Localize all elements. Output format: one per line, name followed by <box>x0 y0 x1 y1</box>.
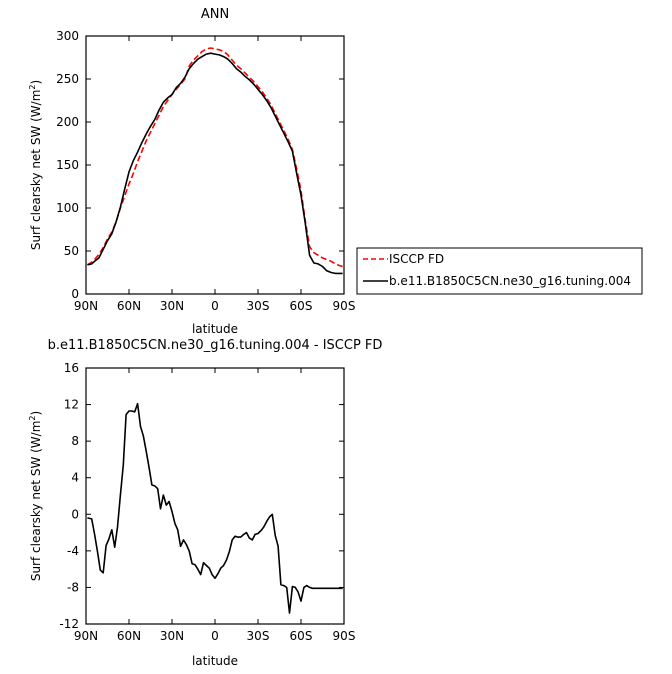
top-x-tick-label: 60N <box>117 299 141 313</box>
bottom-x-tick-label: 0 <box>211 629 219 643</box>
bottom-y-tick-label: 16 <box>64 361 79 375</box>
top-x-axis-label: latitude <box>192 322 238 336</box>
top-x-tick-label: 90N <box>74 299 98 313</box>
bottom-x-tick-label: 30S <box>247 629 270 643</box>
bottom-y-tick-label: -12 <box>59 617 79 631</box>
bottom-x-tick-label: 90S <box>333 629 356 643</box>
top-y-tick-label: 50 <box>64 244 79 258</box>
bottom-chart-title: b.e11.B1850C5CN.ne30_g16.tuning.004 - IS… <box>48 338 383 353</box>
top-x-tick-label: 90S <box>333 299 356 313</box>
bottom-y-axis-label-sup: 2 <box>28 416 37 421</box>
bottom-series-line-difference <box>87 402 343 614</box>
top-series-line-isccp <box>86 47 343 268</box>
top-y-tick-label: 0 <box>71 287 79 301</box>
top-y-tick-label: 250 <box>56 72 79 86</box>
top-series-line-model <box>87 52 343 275</box>
bottom-plot-frame <box>85 367 345 625</box>
top-plot-area: 90N 60N 30N 0 30S 60S 90S 0 50 100 150 200 250 300 <box>56 29 355 313</box>
top-y-tick-label: 150 <box>56 158 79 172</box>
bottom-x-axis-label: latitude <box>192 654 238 668</box>
top-legend-box <box>356 247 643 295</box>
bottom-y-tick-label: 4 <box>71 471 79 485</box>
bottom-x-tick-label: 30N <box>160 629 184 643</box>
bottom-y-axis-label: Surf clearsky net SW (W/m2) <box>28 411 43 581</box>
bottom-y-tick-label: 12 <box>64 398 79 412</box>
bottom-panel: b.e11.B1850C5CN.ne30_g16.tuning.004 - IS… <box>28 338 382 668</box>
bottom-x-tick-label: 60S <box>290 629 313 643</box>
top-legend: ISCCP FD b.e11.B1850C5CN.ne30_g16.tuning… <box>356 247 643 295</box>
legend-label-model: b.e11.B1850C5CN.ne30_g16.tuning.004 <box>389 274 631 288</box>
top-plot-frame <box>85 35 345 295</box>
top-y-tick-label: 200 <box>56 115 79 129</box>
top-y-axis-label: Surf clearsky net SW (W/m2) <box>28 80 43 250</box>
top-x-tick-label: 60S <box>290 299 313 313</box>
legend-label-isccp: ISCCP FD <box>389 252 444 266</box>
top-y-tick-label: 300 <box>56 29 79 43</box>
top-chart-title: ANN <box>201 7 229 22</box>
top-y-axis-label-sup: 2 <box>28 85 37 90</box>
top-x-tick-label: 30N <box>160 299 184 313</box>
top-x-tick-label: 0 <box>211 299 219 313</box>
bottom-x-tick-label: 90N <box>74 629 98 643</box>
bottom-y-tick-label: 0 <box>71 507 79 521</box>
bottom-y-tick-label: -4 <box>67 544 79 558</box>
bottom-x-tick-label: 60N <box>117 629 141 643</box>
top-x-tick-label: 30S <box>247 299 270 313</box>
bottom-y-tick-label: 8 <box>71 434 79 448</box>
top-y-tick-label: 100 <box>56 201 79 215</box>
bottom-plot-area: 90N 60N 30N 0 30S 60S 90S -12 -8 -4 0 4 8 12 16 <box>59 361 355 643</box>
bottom-y-tick-label: -8 <box>67 580 79 594</box>
top-panel: ANN 90N 60N 30N 0 30S 60S 90S 0 50 100 150 200 250 30… <box>28 7 643 336</box>
